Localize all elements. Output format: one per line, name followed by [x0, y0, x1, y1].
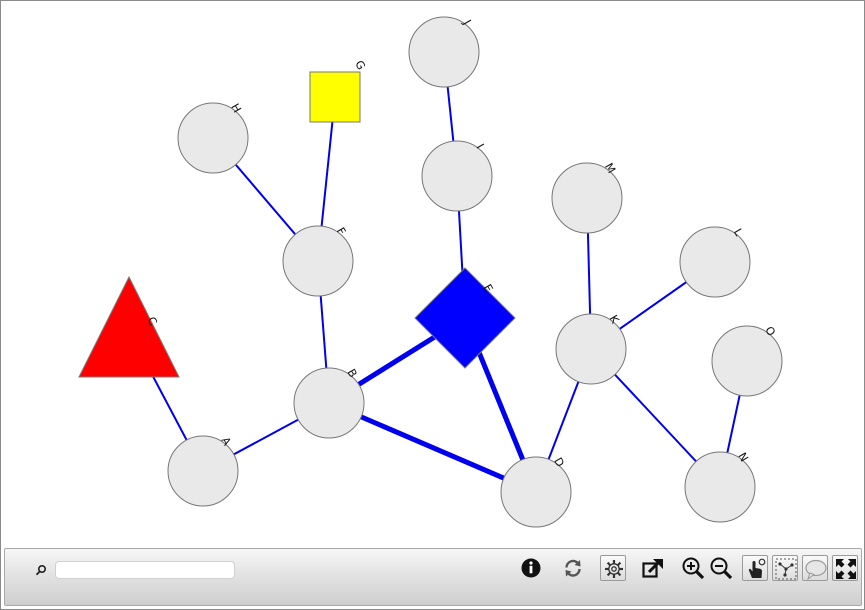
node-C[interactable]: C: [78, 275, 180, 378]
node-A-shape[interactable]: [167, 435, 239, 507]
node-N-shape[interactable]: [684, 451, 756, 523]
export-button[interactable]: [640, 555, 666, 581]
tooltip-button[interactable]: [802, 555, 828, 581]
node-M[interactable]: M: [551, 161, 623, 234]
fullscreen-button[interactable]: [832, 555, 858, 581]
node-N[interactable]: N: [684, 450, 756, 523]
node-H-shape[interactable]: [177, 102, 249, 174]
node-I-shape[interactable]: [421, 140, 493, 212]
node-select-icon: [775, 558, 797, 580]
settings-button[interactable]: [600, 555, 626, 581]
edge-B-D[interactable]: [328, 400, 537, 495]
node-D[interactable]: D: [500, 455, 572, 528]
node-O-shape[interactable]: [711, 325, 783, 397]
node-A[interactable]: A: [167, 435, 239, 507]
node-L[interactable]: L: [679, 226, 751, 298]
node-M-shape[interactable]: [551, 162, 623, 234]
toolbar: [4, 548, 862, 606]
refresh-icon: [565, 559, 581, 577]
node-K[interactable]: K: [555, 313, 627, 385]
node-D-shape[interactable]: [500, 456, 572, 528]
node-K-shape[interactable]: [555, 313, 627, 385]
zoom-out-icon: [710, 557, 733, 580]
nodes-layer: AB C D E F G H I J KLM NO: [78, 16, 783, 528]
node-F-label: F: [334, 225, 348, 237]
fullscreen-icon: [836, 559, 856, 579]
node-E[interactable]: E: [414, 267, 516, 369]
node-L-shape[interactable]: [679, 226, 751, 298]
node-F-shape[interactable]: [282, 225, 354, 297]
info-button[interactable]: [518, 555, 544, 581]
node-E-shape[interactable]: [414, 267, 516, 369]
hand-pointer-icon: [748, 558, 766, 578]
speech-bubble-icon: [805, 559, 827, 581]
zoom-in-button[interactable]: [680, 555, 706, 581]
node-I[interactable]: I: [421, 140, 493, 212]
zoom-in-icon: [682, 557, 705, 580]
node-J[interactable]: J: [408, 16, 480, 88]
node-G[interactable]: G: [309, 58, 368, 123]
node-H[interactable]: H: [177, 101, 249, 174]
node-O[interactable]: O: [711, 324, 783, 397]
node-J-shape[interactable]: [408, 16, 480, 88]
node-J-label: J: [460, 17, 473, 27]
node-B-shape[interactable]: [293, 367, 365, 439]
node-B[interactable]: B: [293, 367, 365, 439]
pan-button[interactable]: [742, 555, 768, 581]
zoom-out-button[interactable]: [708, 555, 734, 581]
node-G-shape[interactable]: [309, 71, 361, 123]
network-graph[interactable]: AB C D E F G H I J KLM NO: [1, 1, 864, 546]
search-icon: [35, 564, 47, 576]
node-F[interactable]: F: [282, 225, 354, 297]
node-C-shape[interactable]: [78, 275, 180, 378]
external-link-icon: [642, 559, 663, 578]
gear-icon: [605, 560, 623, 578]
select-button[interactable]: [772, 555, 798, 581]
refresh-button[interactable]: [560, 555, 586, 581]
node-G-label: G: [352, 58, 368, 72]
node-I-label: I: [474, 142, 487, 151]
search-input[interactable]: [55, 561, 235, 579]
info-icon: [521, 558, 541, 578]
